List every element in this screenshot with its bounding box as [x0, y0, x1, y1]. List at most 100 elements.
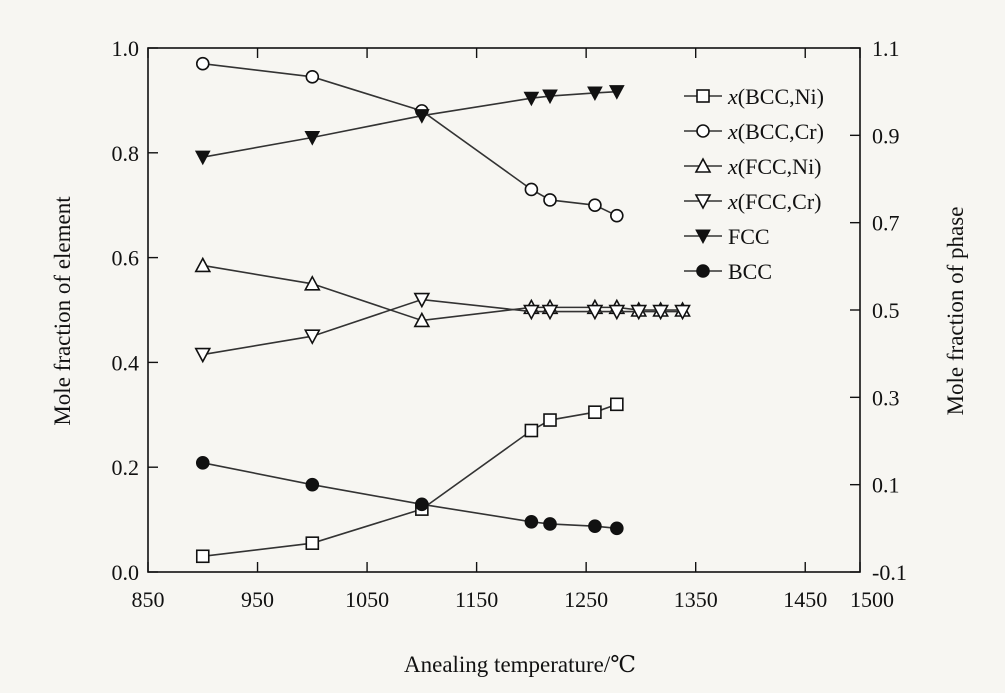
- series-point-3-8: [652, 304, 669, 321]
- series-point-3-0: [194, 347, 212, 364]
- x-axis-title: Anealing temperature/℃: [404, 652, 636, 677]
- axis-ticks: 850 950 1050 1150 1250 1350 1450 1500 0.0 0.2 0.4 0…: [112, 36, 907, 612]
- y-right-axis-title: Mole fraction of phase: [943, 207, 968, 416]
- series-point-1-1: [305, 70, 320, 84]
- x-tick-label: 1450: [783, 587, 827, 612]
- series-point-3-7: [630, 304, 648, 321]
- series-point-3-4: [541, 304, 559, 321]
- y-right-tick-label: 0.5: [872, 298, 900, 323]
- series-point-1-4: [543, 193, 557, 207]
- series-point-1-3: [524, 182, 539, 197]
- series-point-0-1: [305, 536, 320, 550]
- series-line-3: [202, 298, 683, 356]
- legend-label-4: FCC: [728, 224, 770, 249]
- legend-marker-3: [694, 194, 712, 210]
- legend-prefix-2: x: [727, 154, 738, 179]
- series-line-5: [202, 462, 617, 530]
- y-left-tick-label: 1.0: [112, 36, 140, 61]
- legend-marker-5: [696, 264, 710, 278]
- legend-label-3: x(FCC,Cr): [727, 189, 822, 214]
- x-tick-label: 1150: [455, 587, 498, 612]
- y-left-tick-label: 0.6: [112, 246, 140, 271]
- series-3: [194, 292, 691, 364]
- series-point-5-1: [305, 477, 320, 492]
- series-4: [194, 85, 625, 166]
- series-point-5-6: [610, 521, 624, 536]
- legend-row-2: x(FCC,Ni): [684, 154, 822, 179]
- series-5: [195, 456, 624, 536]
- legend-row-4: FCC: [684, 224, 770, 249]
- y-left-tick-label: 0.4: [112, 350, 140, 375]
- y-left-tick-label: 0.8: [112, 141, 140, 166]
- legend-marker-4: [695, 229, 711, 245]
- series-point-5-0: [195, 456, 210, 470]
- series-point-5-2: [415, 497, 429, 512]
- x-tick-label: 1250: [564, 587, 608, 612]
- series-point-2-2: [413, 311, 431, 328]
- y-right-tick-label: 1.1: [872, 36, 900, 61]
- legend-prefix-1: x: [727, 119, 738, 144]
- series-layer: [194, 56, 691, 564]
- series-0: [195, 397, 624, 564]
- y-left-axis-title: Mole fraction of element: [50, 196, 75, 426]
- series-point-0-0: [195, 549, 210, 564]
- y-right-tick-label: 0.1: [872, 473, 900, 498]
- x-tick-label: 1050: [345, 587, 389, 612]
- legend-suffix-2: (FCC,Ni): [738, 154, 822, 179]
- legend-row-0: x(BCC,Ni): [684, 84, 824, 109]
- series-point-3-1: [303, 329, 321, 345]
- series-point-3-2: [413, 292, 431, 309]
- series-point-3-5: [586, 304, 604, 321]
- x-tick-label: 1350: [674, 587, 718, 612]
- legend-label-1: x(BCC,Cr): [727, 119, 824, 144]
- series-point-0-5: [588, 405, 602, 419]
- series-point-4-1: [304, 131, 321, 146]
- legend-suffix-1: (BCC,Cr): [738, 119, 824, 144]
- series-line-0: [202, 403, 618, 558]
- series-point-4-5: [587, 86, 603, 102]
- y-left-tick-label: 0.2: [112, 455, 140, 480]
- x-tick-label: 950: [241, 587, 274, 612]
- legend-marker-1: [696, 124, 710, 138]
- series-line-1: [202, 62, 618, 217]
- legend-suffix-4: FCC: [728, 224, 770, 249]
- legend-label-0: x(BCC,Ni): [727, 84, 824, 109]
- series-point-4-4: [542, 89, 558, 105]
- legend-label-2: x(FCC,Ni): [727, 154, 822, 179]
- x-tick-label: 850: [132, 587, 165, 612]
- series-point-4-3: [523, 91, 540, 107]
- y-right-tick-label: -0.1: [872, 560, 907, 585]
- series-point-4-0: [194, 150, 211, 166]
- series-point-3-3: [523, 304, 540, 321]
- x-tick-label: 1500: [850, 587, 894, 612]
- series-point-5-4: [543, 517, 557, 531]
- legend-marker-2: [694, 157, 712, 173]
- legend-prefix-0: x: [727, 84, 738, 109]
- series-point-0-6: [610, 397, 624, 412]
- legend-row-5: BCC: [684, 259, 772, 284]
- y-right-tick-label: 0.7: [872, 211, 900, 236]
- legend-label-5: BCC: [728, 259, 772, 284]
- series-point-3-6: [608, 304, 626, 321]
- series-point-5-3: [524, 514, 539, 529]
- series-point-1-6: [610, 208, 624, 223]
- y-right-tick-label: 0.3: [872, 385, 900, 410]
- legend-prefix-3: x: [727, 189, 738, 214]
- legend: x(BCC,Ni)x(BCC,Cr)x(FCC,Ni)x(FCC,Cr)FCCB…: [684, 84, 824, 284]
- series-point-2-0: [194, 256, 212, 273]
- legend-suffix-5: BCC: [728, 259, 772, 284]
- legend-suffix-0: (BCC,Ni): [738, 84, 824, 109]
- y-left-tick-label: 0.0: [112, 560, 140, 585]
- series-point-3-9: [674, 304, 691, 321]
- series-point-0-4: [543, 413, 557, 427]
- series-point-4-6: [608, 85, 625, 100]
- legend-row-1: x(BCC,Cr): [684, 119, 824, 144]
- series-point-2-1: [303, 275, 321, 291]
- series-1: [195, 56, 624, 223]
- series-line-2: [202, 264, 683, 322]
- series-point-0-3: [524, 423, 539, 438]
- legend-row-3: x(FCC,Cr): [684, 189, 822, 214]
- series-line-4: [202, 90, 617, 158]
